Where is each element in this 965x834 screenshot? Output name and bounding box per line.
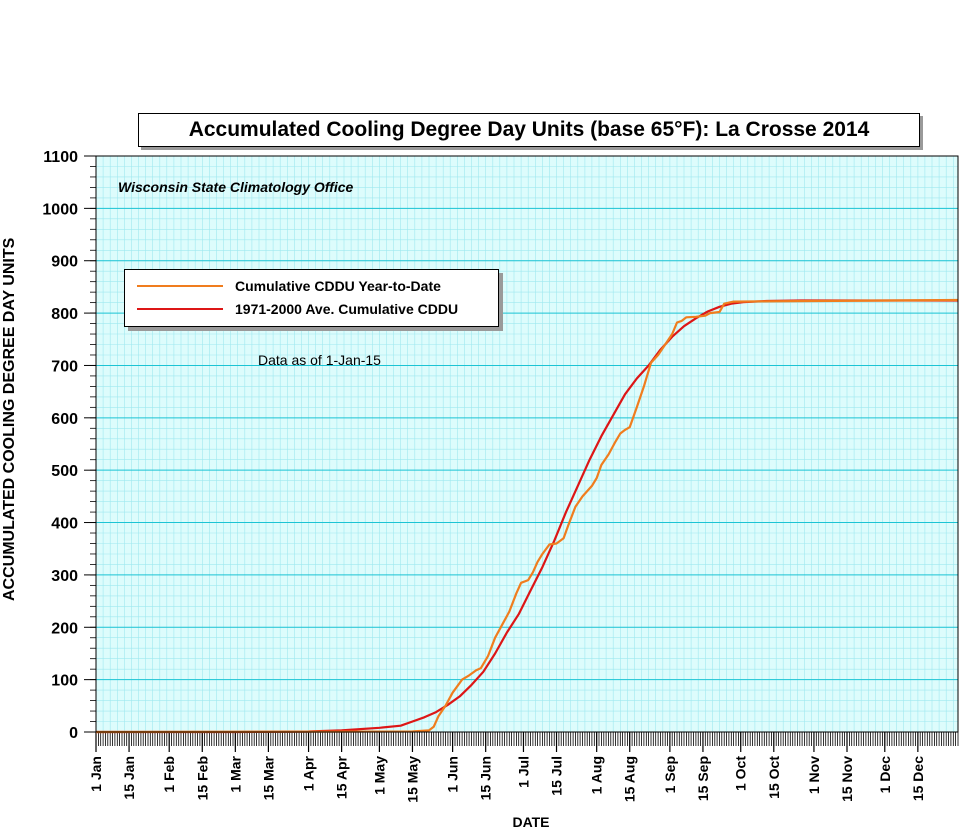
x-tick-label: 15 Feb [194, 756, 210, 800]
chart-title-box: Accumulated Cooling Degree Day Units (ba… [138, 113, 920, 147]
y-tick-label: 600 [51, 411, 78, 428]
x-tick-label: 15 Sep [695, 756, 711, 801]
x-tick-label: 15 Aug [622, 756, 638, 802]
series-layer [95, 155, 959, 734]
chart-title: Accumulated Cooling Degree Day Units (ba… [188, 118, 870, 141]
y-tick-label: 900 [51, 254, 78, 271]
source-label: Wisconsin State Climatology Office [118, 179, 354, 195]
y-tick-label: 400 [51, 516, 78, 533]
x-tick-label: 1 Aug [589, 756, 605, 794]
x-tick-label: 1 Nov [806, 756, 822, 794]
x-tick-label: 15 Jul [549, 756, 565, 796]
plot-area [95, 155, 959, 733]
y-axis-title: ACCUMULATED COOLING DEGREE DAY UNITS [1, 237, 18, 601]
x-tick-label: 1 Jun [445, 756, 461, 793]
x-tick-label: 15 Mar [260, 755, 276, 800]
legend-item-year-to-date: Cumulative CDDU Year-to-Date [137, 278, 441, 294]
x-tick-label: 1 Apr [301, 755, 317, 791]
minor-grid [95, 155, 958, 733]
x-tick-label: 1 Jul [516, 756, 532, 788]
x-tick-label: 1 Mar [227, 755, 243, 792]
series-line-0 [95, 298, 959, 734]
x-tick-label: 15 Jan [121, 756, 137, 800]
legend-label-average: 1971-2000 Ave. Cumulative CDDU [235, 301, 459, 317]
y-tick-label: 0 [69, 725, 78, 742]
legend-item-average: 1971-2000 Ave. Cumulative CDDU [137, 301, 458, 317]
x-axis: 1 Jan 15 Jan 1 Feb 15 Feb 1 Mar 15 Mar 1 Apr 15… [88, 732, 959, 803]
legend-swatch-average [137, 308, 223, 310]
x-tick-label: 1 Oct [733, 756, 749, 791]
x-tick-label: 1 Feb [161, 756, 177, 793]
y-tick-label: 800 [51, 306, 78, 323]
y-tick-label: 100 [51, 673, 78, 690]
x-tick-label: 15 Nov [839, 756, 855, 802]
x-tick-label: 15 Dec [910, 756, 926, 801]
x-tick-label: 15 May [405, 756, 421, 803]
y-tick-label: 500 [51, 463, 78, 480]
legend-swatch-year-to-date [137, 285, 223, 287]
x-tick-label: 1 Jan [88, 756, 104, 792]
y-tick-label: 300 [51, 568, 78, 585]
x-tick-label: 1 Dec [877, 756, 893, 794]
x-tick-label: 15 Oct [766, 756, 782, 799]
data-date-note: Data as of 1-Jan-15 [258, 352, 381, 368]
x-axis-title: DATE [512, 814, 550, 830]
y-tick-label: 700 [51, 358, 78, 375]
y-axis: 0 100 200 300 400 500 600 700 800 900 1000 1100 [42, 149, 96, 742]
series-line-1 [96, 299, 958, 734]
x-tick-label: 1 May [371, 756, 387, 795]
y-tick-label: 1000 [42, 201, 78, 218]
x-tick-label: 1 Sep [662, 756, 678, 793]
legend: Cumulative CDDU Year-to-Date 1971-2000 A… [124, 269, 499, 327]
x-tick-label: 15 Jun [478, 756, 494, 800]
plot-border [95, 155, 959, 733]
legend-label-year-to-date: Cumulative CDDU Year-to-Date [235, 278, 441, 294]
x-tick-label: 15 Apr [334, 755, 350, 799]
y-tick-label: 200 [51, 620, 78, 637]
y-tick-label: 1100 [43, 149, 78, 166]
